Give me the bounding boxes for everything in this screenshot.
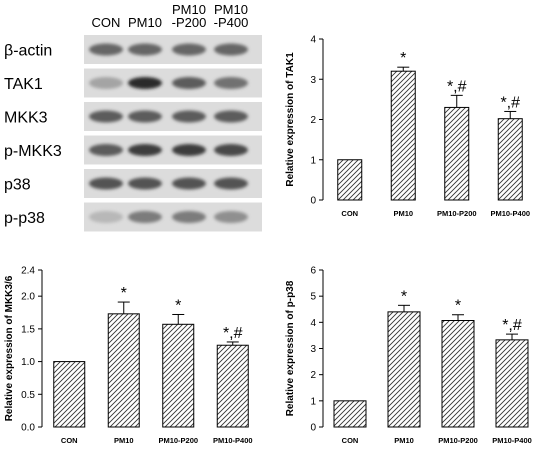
y-tick-label: 0 [310,423,316,434]
bar [107,313,140,428]
blot-band [89,177,123,190]
x-tick-label: PM10-P400 [490,209,530,218]
blot-row-label: TAK1 [4,76,43,93]
blot-band [214,177,248,190]
x-tick-label: CON [342,436,359,445]
blot-band [128,144,162,156]
y-axis-label: Relative expression of TAK1 [285,52,296,187]
blot-lane-label: PM10 -P400 [214,2,249,30]
significance-label: *,# [500,94,520,111]
tak1-expression-chart: 0 1 2 3 4 Relative expression of TAK1 CON * PM10… [285,35,530,219]
significance-label: *,# [223,325,243,342]
significance-label: * [400,50,406,67]
bar [162,323,195,428]
blot-band [214,144,248,156]
significance-label: * [401,288,407,305]
blot-row-label: MKK3 [4,110,48,127]
blot-band [214,43,248,56]
y-tick-label: 5 [310,292,316,303]
bar [387,311,421,428]
x-tick-label: PM10 [393,209,413,218]
y-axis-label: Relative expression of MKK3/6 [4,275,15,421]
y-tick-label: 4 [310,318,316,329]
y-tick-label: 2 [310,370,316,381]
blot-band [89,144,123,156]
y-tick-label: 6 [310,266,316,277]
blot-band [172,177,206,190]
blot-band [128,43,162,56]
y-tick-label: 0.0 [21,423,35,434]
bar [441,320,475,428]
y-tick-label: 1.0 [21,357,35,368]
x-tick-label: CON [61,436,78,445]
p-p38-expression-chart: 0 1 2 3 4 5 6 Relative expression of p-p38 CON * P… [285,266,532,446]
blot-band [128,177,162,190]
y-tick-label: 3 [310,75,316,86]
blot-band [89,77,123,89]
y-tick-label: 1.5 [21,324,35,335]
blot-band [89,43,123,56]
mkk3-6-expression-chart: 0.0 0.5 1.0 1.5 2.0 2.4 Relative expression of… [4,266,253,446]
bar [216,344,249,428]
bar [337,159,363,201]
y-tick-label: 2 [310,115,316,126]
blot-band [128,110,162,123]
x-tick-label: PM10 [394,436,414,445]
y-tick-label: 4 [310,35,316,46]
blot-band [172,144,206,156]
blot-band [214,77,248,89]
blot-band [89,211,123,223]
x-tick-label: PM10-P200 [438,436,478,445]
x-tick-label: PM10-P400 [492,436,532,445]
bar [53,361,86,428]
x-tick-label: PM10-P200 [437,209,477,218]
y-tick-label: 1 [310,155,316,166]
y-tick-label: 2.0 [21,292,35,303]
blot-band [214,211,248,223]
y-tick-label: 3 [310,344,316,355]
y-tick-label: 0 [310,196,316,207]
blot-lane-label: PM10 [128,15,162,30]
blot-row-label: β-actin [4,43,52,60]
y-axis-label: Relative expression of p-p38 [285,280,296,416]
blot-band [172,77,206,89]
bar [333,400,367,428]
bar [444,106,470,201]
blot-band [214,110,248,123]
bar [497,118,523,201]
blot-row-label: p-p38 [4,210,45,227]
x-tick-label: PM10-P200 [158,436,198,445]
blot-lane-label: CON [92,15,121,30]
blot-band [128,77,162,89]
significance-label: *,# [447,78,467,95]
blot-band [172,110,206,123]
x-tick-label: PM10-P400 [213,436,253,445]
significance-label: * [455,298,461,315]
blot-lane-label: PM10 -P200 [172,2,207,30]
significance-label: * [121,285,127,302]
y-tick-label: 0.5 [21,390,35,401]
y-tick-label: 2.4 [21,266,35,277]
blot-band [172,211,206,223]
x-tick-label: PM10 [114,436,134,445]
x-tick-label: CON [341,209,358,218]
bar [390,70,416,201]
blot-band [128,211,162,223]
bar [495,339,529,428]
y-tick-label: 1 [310,396,316,407]
significance-label: *,# [502,317,522,334]
blot-row-label: p-MKK3 [4,143,62,160]
blot-band [89,110,123,123]
significance-label: * [175,297,181,314]
blot-row-label: p38 [4,177,31,194]
blot-band [172,43,206,56]
